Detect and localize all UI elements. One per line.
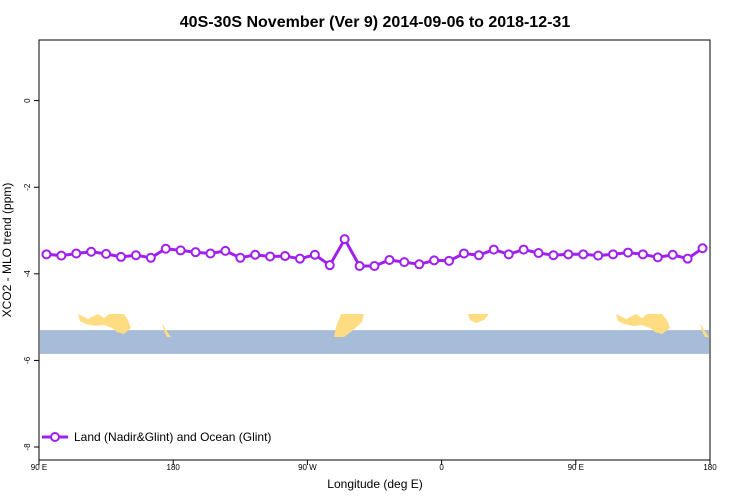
x-tick-label: 180 <box>167 463 181 472</box>
land-mass <box>616 314 670 334</box>
data-point <box>608 249 619 260</box>
data-point <box>667 249 678 260</box>
data-point <box>294 253 305 264</box>
y-tick-label: -8 <box>23 443 32 451</box>
data-point <box>399 257 410 268</box>
land-mass <box>78 314 131 334</box>
data-point <box>175 245 186 256</box>
data-point <box>205 248 216 259</box>
data-point <box>488 244 499 255</box>
plot-frame <box>38 39 711 461</box>
series-layer <box>41 234 708 272</box>
data-point <box>697 243 708 254</box>
data-point <box>458 248 469 259</box>
legend-label: Land (Nadir&Glint) and Ocean (Glint) <box>74 430 271 444</box>
data-point <box>130 250 141 261</box>
map-strip <box>40 314 709 354</box>
data-point <box>414 259 425 270</box>
data-point <box>578 249 589 260</box>
land-mass <box>334 314 364 337</box>
data-point <box>369 261 380 272</box>
x-axis-label: Longitude (deg E) <box>327 477 422 491</box>
data-point <box>101 248 112 259</box>
data-point <box>637 249 648 260</box>
data-point <box>384 254 395 265</box>
x-tick-label: 90 E <box>31 463 47 472</box>
y-axis: 0 -2 -4 -6 -8 <box>23 98 39 451</box>
data-point <box>518 244 529 255</box>
data-point <box>354 261 365 272</box>
data-point <box>682 253 693 264</box>
x-tick-label: 0 <box>439 463 444 472</box>
x-axis: 90 E 180 90 W 0 90 E 180 <box>31 460 717 472</box>
data-point <box>324 260 335 271</box>
data-point <box>652 252 663 263</box>
data-point <box>622 247 633 258</box>
data-point <box>145 252 156 263</box>
y-tick-label: 0 <box>23 98 32 103</box>
x-tick-label: 90 E <box>568 463 584 472</box>
y-tick-label: -6 <box>23 356 32 364</box>
data-point <box>116 251 127 262</box>
data-point <box>533 248 544 259</box>
data-point <box>265 251 276 262</box>
x-tick-label: 90 W <box>298 463 317 472</box>
data-point <box>220 245 231 256</box>
data-point <box>593 250 604 261</box>
data-point <box>250 249 261 260</box>
legend-marker-swatch <box>50 432 60 442</box>
data-point <box>548 250 559 261</box>
land-mass <box>162 323 171 337</box>
data-point <box>71 248 82 259</box>
data-point <box>563 249 574 260</box>
data-point <box>41 249 52 260</box>
land-mass <box>700 323 709 337</box>
data-point <box>280 251 291 262</box>
x-tick-label: 180 <box>703 463 717 472</box>
data-point <box>503 249 514 260</box>
land-mass <box>468 314 489 323</box>
data-point <box>56 250 67 261</box>
data-point <box>429 255 440 266</box>
legend: Land (Nadir&Glint) and Ocean (Glint) <box>42 430 271 444</box>
chart-title: 40S-30S November (Ver 9) 2014-09-06 to 2… <box>180 14 571 31</box>
data-point <box>235 252 246 263</box>
data-point <box>473 250 484 261</box>
y-tick-label: -2 <box>23 183 32 191</box>
data-point <box>309 249 320 260</box>
data-point <box>160 243 171 254</box>
data-point <box>86 246 97 257</box>
y-axis-label: XCO2 - MLO trend (ppm) <box>0 183 14 318</box>
data-point <box>444 255 455 266</box>
map-ocean <box>40 330 709 354</box>
data-point <box>339 234 350 245</box>
y-tick-label: -4 <box>23 270 32 278</box>
data-point <box>190 247 201 258</box>
